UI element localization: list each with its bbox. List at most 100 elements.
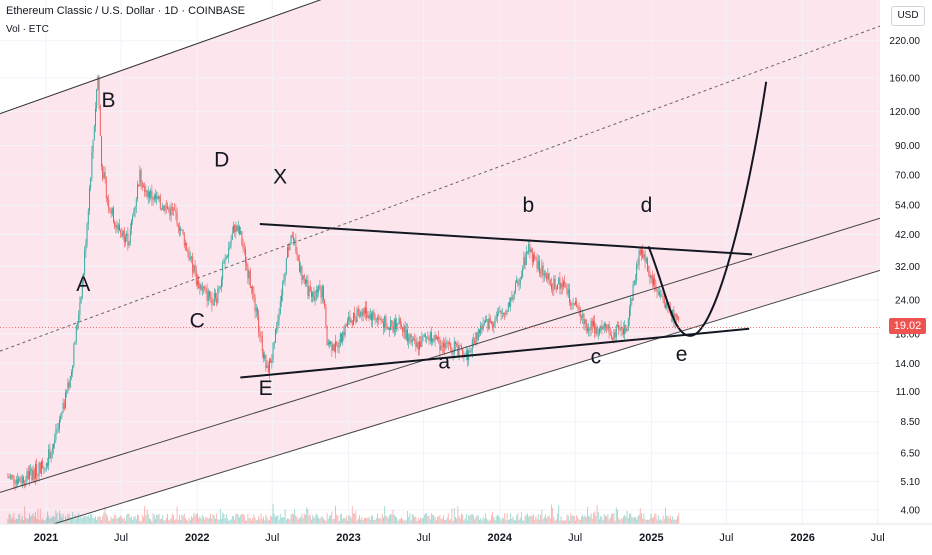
volume-bar (433, 514, 435, 524)
candle-body (33, 470, 35, 479)
candle-body (327, 341, 329, 346)
candle-body (567, 289, 569, 294)
candle-body (107, 197, 108, 200)
candle-body (495, 317, 497, 319)
candle-body (23, 477, 24, 483)
candle-body (77, 322, 78, 326)
candle-body (111, 207, 113, 214)
volume-bar (518, 519, 520, 524)
candle-body (641, 249, 642, 255)
volume-bar (554, 520, 556, 524)
candle-body (151, 190, 153, 199)
volume-bar (74, 515, 76, 524)
volume-bar (77, 517, 78, 524)
candle-body (577, 306, 579, 308)
volume-bar (660, 519, 662, 524)
volume-bar (273, 513, 275, 524)
volume-bar (187, 520, 189, 524)
candle-body (351, 320, 353, 326)
candle-body (429, 332, 431, 341)
candle-body (336, 341, 338, 343)
candle-body (206, 288, 208, 301)
volume-bar (241, 514, 243, 524)
volume-bar (165, 517, 167, 524)
volume-bar (461, 513, 462, 524)
volume-bar (567, 515, 569, 524)
volume-bar (495, 516, 497, 524)
volume-bar (578, 519, 580, 524)
volume-bar (24, 506, 26, 524)
volume-bar (306, 507, 308, 524)
volume-bar (629, 513, 630, 524)
x-tick-label: 2021 (34, 532, 58, 544)
currency-button[interactable]: USD (891, 6, 925, 26)
volume-bar (482, 516, 484, 524)
candle-body (72, 365, 74, 372)
candle-body (456, 343, 458, 345)
volume-bar (126, 514, 128, 524)
volume-bar (85, 516, 87, 524)
volume-bar (534, 519, 536, 524)
candle-body (257, 308, 258, 315)
volume-bar (168, 520, 170, 524)
candle-body (516, 280, 518, 283)
volume-bar (483, 518, 485, 524)
candle-body (662, 296, 664, 299)
candle-body (615, 325, 617, 338)
volume-bar (92, 518, 94, 524)
x-axis[interactable]: 2021 Jul 2022 Jul 2023 Jul 2024 Jul 2025 Jul 2026 J… (0, 523, 932, 544)
candle-body (8, 477, 10, 479)
y-axis[interactable]: 220.00 160.00 120.00 90.00 70.00 54.00 42.00 32… (889, 36, 920, 516)
candle-body (159, 196, 161, 209)
volume-bar (230, 519, 232, 524)
volume-bar (38, 519, 40, 524)
volume-bar (73, 519, 75, 524)
candle-body (379, 318, 381, 320)
candle-body (505, 311, 507, 315)
candle-body (137, 184, 138, 199)
volume-bar (611, 514, 612, 524)
candle-body (42, 461, 44, 469)
volume-bar (476, 515, 478, 524)
volume-bar (169, 519, 171, 524)
volume-bar (297, 519, 299, 524)
volume-bar (647, 519, 648, 524)
candle-body (264, 354, 266, 359)
candle-body (578, 307, 580, 310)
candle-body (219, 287, 221, 288)
candle-body (435, 335, 437, 340)
volume-bar (15, 518, 17, 524)
candle-body (188, 253, 190, 260)
candle-body (259, 332, 261, 337)
volume-bar (287, 518, 288, 524)
candle-body (176, 212, 178, 225)
volume-bar (438, 516, 440, 524)
volume-bar (575, 520, 576, 524)
y-tick-label: 24.00 (895, 296, 920, 307)
candle-body (512, 294, 514, 300)
candle-body (349, 316, 351, 323)
candle-body (183, 234, 185, 246)
volume-bar (560, 516, 562, 524)
candle-body (261, 336, 263, 353)
candle-body (81, 280, 83, 298)
candle-body (187, 250, 189, 254)
candle-body (402, 327, 404, 333)
candle-body (241, 230, 243, 245)
candle-body (119, 224, 120, 231)
volume-bar (539, 519, 540, 524)
volume-bar (510, 513, 512, 524)
volume-bar (234, 520, 236, 524)
candle-body (216, 298, 218, 303)
volume-bar (413, 515, 414, 524)
volume-bar (144, 505, 146, 524)
candle-body (71, 371, 72, 377)
volume-bar (199, 516, 201, 524)
candle-body (626, 328, 628, 332)
candle-body (20, 481, 22, 483)
volume-bar (127, 513, 129, 524)
candle-body (632, 284, 634, 301)
candle-body (333, 344, 335, 352)
candle-body (282, 282, 284, 296)
